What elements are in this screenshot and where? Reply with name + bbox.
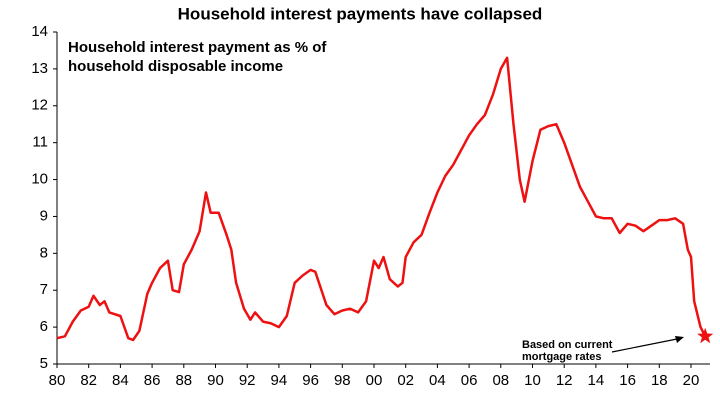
x-tick-label: 00 — [366, 372, 383, 389]
x-tick-label: 86 — [144, 372, 161, 389]
y-tick-label: 6 — [40, 318, 48, 335]
x-tick-label: 94 — [271, 372, 288, 389]
x-tick-label: 96 — [302, 372, 319, 389]
chart-title: Household interest payments have collaps… — [178, 4, 543, 23]
x-tick-label: 08 — [492, 372, 509, 389]
y-tick-label: 5 — [40, 355, 48, 372]
arrow-head — [675, 336, 684, 343]
x-tick-label: 92 — [239, 372, 256, 389]
y-tick-label: 10 — [31, 171, 48, 188]
annotation: Based on current — [522, 339, 613, 351]
x-tick-label: 04 — [429, 372, 446, 389]
x-tick-label: 16 — [619, 372, 636, 389]
x-tick-label: 10 — [524, 372, 541, 389]
x-tick-label: 90 — [207, 372, 224, 389]
y-tick-label: 13 — [31, 60, 48, 77]
x-tick-label: 88 — [175, 372, 192, 389]
x-tick-label: 14 — [588, 372, 605, 389]
y-tick-label: 14 — [31, 23, 48, 40]
x-tick-label: 12 — [556, 372, 573, 389]
annotation: mortgage rates — [522, 351, 601, 363]
y-tick-label: 12 — [31, 97, 48, 114]
x-tick-label: 02 — [397, 372, 414, 389]
x-tick-label: 82 — [80, 372, 97, 389]
x-tick-label: 20 — [683, 372, 700, 389]
star-marker — [697, 327, 714, 344]
annotation-arrow — [611, 337, 683, 353]
y-tick-label: 7 — [40, 281, 48, 298]
data-line — [56, 56, 707, 342]
subtitle: household disposable income — [68, 58, 283, 75]
x-tick-label: 84 — [112, 372, 129, 389]
x-tick-label: 06 — [461, 372, 478, 389]
x-tick-label: 98 — [334, 372, 351, 389]
subtitle: Household interest payment as % of — [68, 39, 327, 56]
y-tick-label: 9 — [40, 207, 48, 224]
y-tick-label: 8 — [40, 244, 48, 261]
x-tick-label: 18 — [651, 372, 668, 389]
y-tick-label: 11 — [32, 134, 48, 151]
x-tick-label: 80 — [49, 372, 66, 389]
